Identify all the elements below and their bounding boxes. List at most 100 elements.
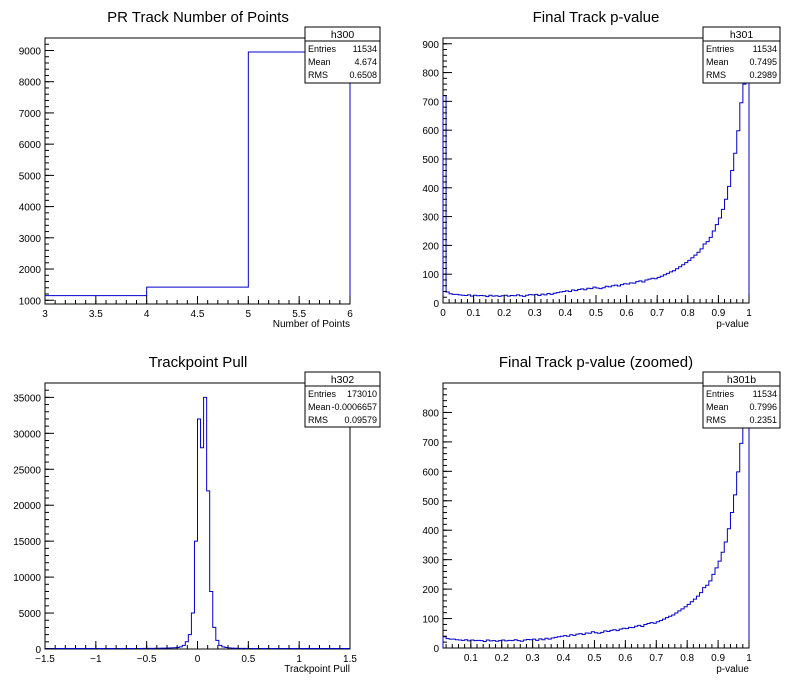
stats-row-value: 173010 — [347, 389, 377, 399]
y-tick-label: 900 — [422, 40, 439, 51]
x-tick-label: 0.6 — [620, 308, 634, 319]
x-tick-label: 0.3 — [526, 653, 540, 664]
stats-box-frame — [702, 371, 781, 429]
stats-row-value: 11534 — [753, 389, 777, 399]
stats-row-label: Mean — [706, 57, 729, 67]
chart-1: PR Track Number of Points 3 3.5 4 4.5 5 5.5 6 10… — [19, 9, 381, 330]
y-tick-label: 600 — [422, 126, 439, 137]
x-axis-label: Number of Points — [273, 319, 350, 330]
stats-row-label: Mean — [308, 57, 331, 67]
plot-frame — [44, 37, 351, 305]
x-tick-label: 0.6 — [618, 653, 632, 664]
x-tick-label: −1.5 — [35, 654, 55, 665]
chart-2: Final Track p-value 0 0.1 0.2 0.3 0.4 0.5 0.6 0.… — [422, 9, 781, 330]
x-tick-label: 0.5 — [241, 654, 255, 665]
chart-4: Final Track p-value (zoomed) 0.1 0.2 0.3 0.4… — [422, 354, 781, 675]
y-tick-label: 25000 — [13, 465, 41, 476]
y-tick-label: 0 — [433, 644, 439, 655]
x-tick-label: −1 — [90, 654, 102, 665]
x-tick-label: 5 — [246, 309, 252, 320]
histogram-line — [44, 396, 351, 649]
x-tick-label: 1 — [746, 308, 752, 319]
y-tick-label: 800 — [422, 69, 439, 80]
x-tick-label: 0.9 — [711, 308, 725, 319]
stats-row-label: RMS — [706, 415, 726, 425]
stats-row-label: RMS — [308, 70, 328, 80]
x-tick-label: 0.3 — [528, 308, 542, 319]
y-tick-label: 5000 — [19, 171, 42, 182]
stats-box: h301b Entries 11534 Mean 0.7996 RMS 0.2351 — [702, 371, 781, 429]
y-tick-label: 300 — [422, 213, 439, 224]
x-tick-label: 0.9 — [711, 653, 725, 664]
stats-row-label: Mean — [706, 402, 729, 412]
x-tick-label: 1.5 — [343, 654, 357, 665]
chart-title: Trackpoint Pull — [149, 354, 248, 371]
y-tick-label: 100 — [422, 615, 439, 626]
stats-box: h300 Entries 11534 Mean 4.674 RMS 0.6508 — [304, 26, 381, 84]
chart-title: PR Track Number of Points — [107, 9, 289, 26]
y-tick-label: 500 — [422, 155, 439, 166]
y-tick-label: 100 — [422, 270, 439, 281]
x-tick-label: 4.5 — [191, 309, 205, 320]
stats-row-label: Entries — [706, 44, 735, 54]
x-tick-label: 1 — [746, 653, 752, 664]
y-tick-label: 4000 — [19, 203, 42, 214]
x-tick-label: 0.7 — [649, 653, 663, 664]
x-tick-label: 3 — [42, 309, 48, 320]
y-tick-label: 0 — [35, 645, 41, 656]
x-tick-label: 0.2 — [497, 308, 511, 319]
y-tick-label: 700 — [422, 97, 439, 108]
stats-row-value: 0.7495 — [749, 57, 777, 67]
stats-histogram-name: h302 — [331, 374, 355, 386]
y-tick-label: 3000 — [19, 234, 42, 245]
stats-row-label: Entries — [308, 44, 337, 54]
x-tick-label: 4 — [144, 309, 150, 320]
stats-histogram-name: h300 — [331, 29, 355, 41]
chart-title: Final Track p-value — [533, 9, 660, 26]
stats-box-frame — [304, 26, 381, 84]
x-tick-label: 0.1 — [464, 653, 478, 664]
histogram-line — [44, 51, 351, 304]
x-tick-label: 0.4 — [558, 308, 572, 319]
chart-title: Final Track p-value (zoomed) — [499, 354, 693, 371]
x-tick-label: 3.5 — [89, 309, 103, 320]
y-tick-label: 20000 — [13, 501, 41, 512]
x-tick-label: −0.5 — [137, 654, 157, 665]
y-tick-label: 7000 — [19, 109, 42, 120]
x-tick-label: 0.5 — [588, 653, 602, 664]
x-axis-label: p-value — [716, 319, 749, 330]
y-tick-label: 500 — [422, 497, 439, 508]
stats-row-value: 0.7996 — [749, 402, 777, 412]
y-tick-label: 9000 — [19, 46, 42, 57]
stats-row-value: 0.09579 — [344, 415, 377, 425]
x-tick-label: 0.5 — [589, 308, 603, 319]
stats-row-label: Mean — [308, 402, 331, 412]
stats-histogram-name: h301b — [727, 374, 756, 386]
x-tick-label: 0.2 — [495, 653, 509, 664]
x-tick-label: 5.5 — [292, 309, 306, 320]
chart-3: Trackpoint Pull −1.5 −1 −0.5 0 0.5 1 1.5 0 5000 10… — [13, 354, 381, 675]
stats-row-value: 0.6508 — [349, 70, 377, 80]
y-tick-label: 600 — [422, 467, 439, 478]
x-tick-label: 0.1 — [467, 308, 481, 319]
stats-histogram-name: h301 — [730, 29, 754, 41]
x-axis-label: p-value — [716, 664, 749, 675]
x-tick-label: 0.8 — [681, 308, 695, 319]
x-tick-label: 0 — [195, 654, 201, 665]
y-tick-label: 200 — [422, 241, 439, 252]
histogram-line — [442, 43, 750, 303]
stats-box-frame — [702, 26, 781, 84]
stats-row-value: 11534 — [753, 44, 777, 54]
stats-row-value: -0.0006657 — [331, 402, 377, 412]
y-tick-label: 5000 — [19, 609, 42, 620]
x-tick-label: 6 — [347, 309, 353, 320]
stats-row-value: 0.2989 — [749, 70, 777, 80]
y-tick-label: 6000 — [19, 140, 42, 151]
stats-row-label: Entries — [706, 389, 735, 399]
y-tick-label: 8000 — [19, 78, 42, 89]
stats-row-label: Entries — [308, 389, 337, 399]
y-tick-label: 30000 — [13, 429, 41, 440]
x-tick-label: 0 — [440, 308, 446, 319]
